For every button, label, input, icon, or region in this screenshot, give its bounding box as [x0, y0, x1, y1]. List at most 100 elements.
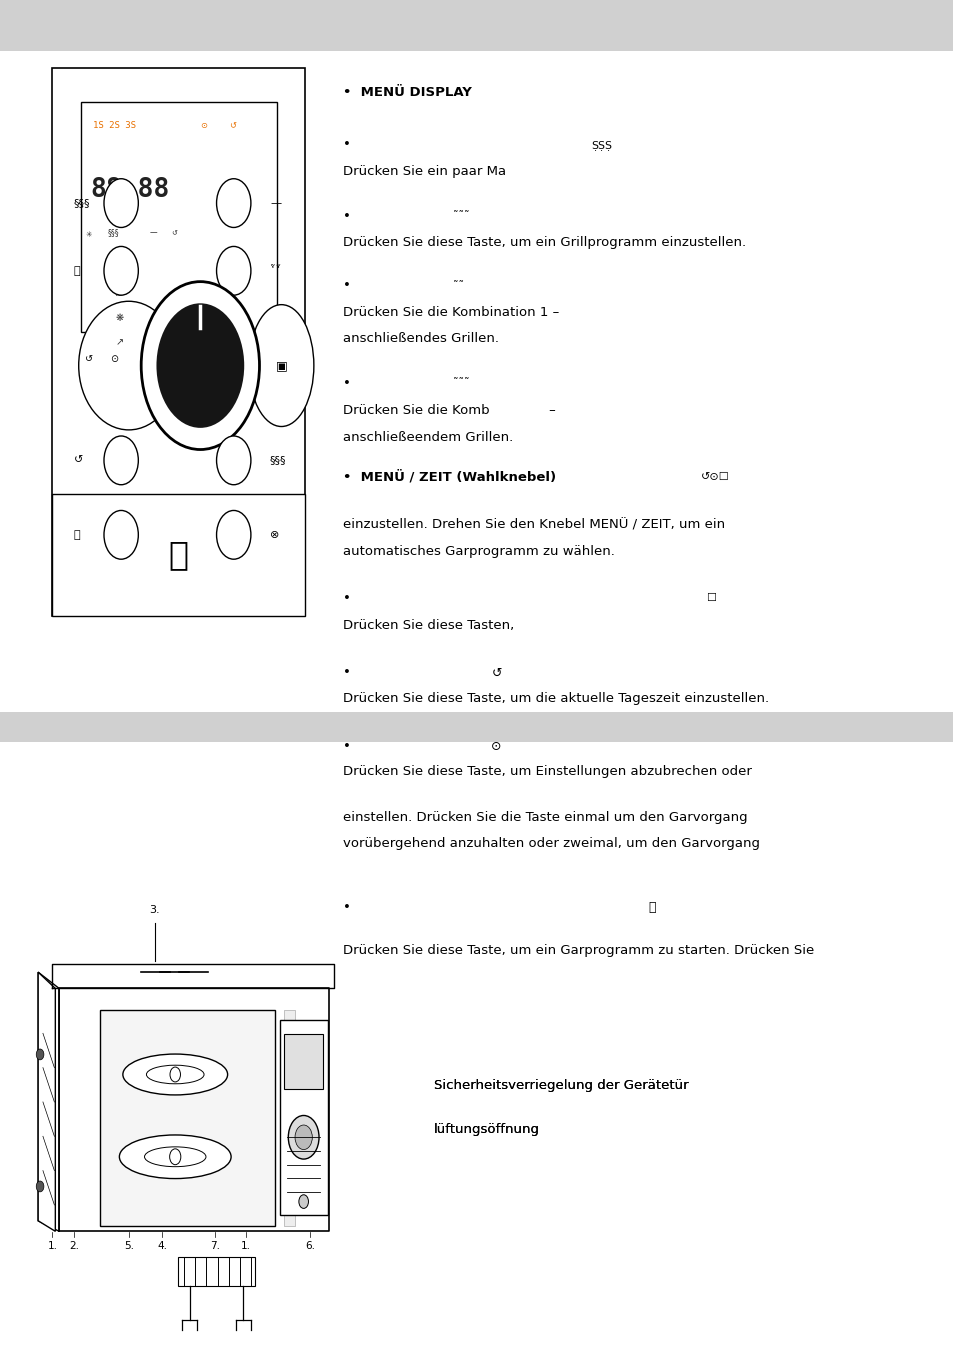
- Ellipse shape: [144, 1147, 206, 1167]
- Text: ˜˜˜: ˜˜˜: [453, 211, 469, 222]
- Text: einzustellen. Drehen Sie den Knebel MENÜ / ZEIT, um ein: einzustellen. Drehen Sie den Knebel MENÜ…: [343, 519, 725, 532]
- Text: •: •: [343, 279, 351, 292]
- Text: anschließendes Grillen.: anschließendes Grillen.: [343, 332, 499, 345]
- Text: •: •: [343, 739, 351, 753]
- Text: Sicherheitsverriegelung der Gerätetür: Sicherheitsverriegelung der Gerätetür: [434, 1079, 688, 1093]
- FancyBboxPatch shape: [52, 494, 305, 616]
- Circle shape: [104, 246, 138, 295]
- Text: Drücken Sie ein paar Ma: Drücken Sie ein paar Ma: [343, 165, 506, 179]
- Circle shape: [170, 1148, 181, 1164]
- Text: 5.: 5.: [124, 1240, 133, 1251]
- FancyBboxPatch shape: [100, 1010, 274, 1227]
- Text: ⏻: ⏻: [73, 529, 80, 540]
- Circle shape: [36, 1049, 44, 1060]
- Text: Drücken Sie diese Taste, um ein Grillprogramm einzustellen.: Drücken Sie diese Taste, um ein Grillpro…: [343, 236, 746, 249]
- Text: •  MENÜ / ZEIT (Wahlknebel): • MENÜ / ZEIT (Wahlknebel): [343, 470, 556, 483]
- Text: ˜˜˜: ˜˜˜: [453, 378, 469, 389]
- Text: 2.: 2.: [70, 1240, 79, 1251]
- Text: ṢṢṢ: ṢṢṢ: [591, 139, 612, 150]
- Circle shape: [156, 303, 244, 428]
- Text: ↺: ↺: [73, 455, 83, 466]
- Text: —: —: [150, 229, 157, 237]
- Text: Drücken Sie die Kombination 1 –: Drücken Sie die Kombination 1 –: [343, 306, 559, 320]
- FancyBboxPatch shape: [0, 0, 953, 51]
- FancyBboxPatch shape: [52, 68, 305, 616]
- Polygon shape: [38, 972, 55, 1231]
- Text: ≋: ≋: [115, 288, 123, 299]
- Text: ♨: ♨: [119, 261, 129, 272]
- Ellipse shape: [249, 305, 314, 427]
- FancyBboxPatch shape: [284, 1034, 322, 1089]
- Text: ↺⊙☐: ↺⊙☐: [700, 471, 729, 482]
- Text: lüftungsöffnung: lüftungsöffnung: [434, 1122, 539, 1136]
- Ellipse shape: [146, 1066, 204, 1083]
- Circle shape: [170, 1067, 180, 1082]
- Text: —: —: [270, 198, 281, 209]
- Text: §§§: §§§: [73, 198, 90, 209]
- Text: Drücken Sie die Komb              –: Drücken Sie die Komb –: [343, 403, 556, 417]
- Text: 7.: 7.: [210, 1240, 219, 1251]
- Text: 🤚: 🤚: [169, 539, 189, 571]
- Text: ↗: ↗: [225, 337, 233, 348]
- Text: ῟῟: ῟῟: [270, 265, 281, 276]
- Text: 3.: 3.: [149, 904, 160, 915]
- Text: ↺: ↺: [85, 353, 92, 364]
- Text: •: •: [343, 900, 351, 914]
- Text: ❋: ❋: [115, 313, 123, 324]
- Text: automatisches Garprogramm zu wählen.: automatisches Garprogramm zu wählen.: [343, 544, 615, 558]
- Text: •: •: [343, 376, 351, 390]
- Circle shape: [288, 1116, 318, 1159]
- Circle shape: [298, 1194, 308, 1208]
- Text: ☐: ☐: [705, 593, 715, 604]
- Text: •: •: [343, 210, 351, 223]
- Text: 1S 2S 3S: 1S 2S 3S: [92, 122, 135, 130]
- Text: lüftungsöffnung: lüftungsöffnung: [434, 1122, 539, 1136]
- Text: g: g: [235, 191, 242, 202]
- Ellipse shape: [119, 1135, 231, 1178]
- Circle shape: [104, 436, 138, 485]
- Ellipse shape: [78, 302, 179, 429]
- Text: ❋: ❋: [225, 313, 233, 324]
- FancyBboxPatch shape: [279, 1021, 327, 1216]
- Text: §§: §§: [224, 288, 233, 299]
- Text: ↺: ↺: [491, 666, 501, 680]
- Text: •: •: [343, 666, 351, 680]
- FancyBboxPatch shape: [0, 712, 953, 742]
- Text: ˜˜: ˜˜: [453, 280, 464, 291]
- Text: vorübergehend anzuhalten oder zweimal, um den Garvorgang: vorübergehend anzuhalten oder zweimal, u…: [343, 837, 760, 850]
- Text: 1.: 1.: [48, 1240, 57, 1251]
- Text: Drücken Sie diese Taste, um ein Garprogramm zu starten. Drücken Sie: Drücken Sie diese Taste, um ein Garprogr…: [343, 944, 814, 957]
- Text: ▣: ▣: [275, 359, 287, 372]
- Circle shape: [216, 510, 251, 559]
- Circle shape: [36, 1181, 44, 1192]
- Text: ⊙: ⊙: [111, 353, 118, 364]
- Text: 6.: 6.: [305, 1240, 314, 1251]
- Text: ✳: ✳: [86, 230, 92, 238]
- Text: ○: ○: [225, 261, 233, 272]
- Text: ↺: ↺: [172, 230, 177, 236]
- Text: einstellen. Drücken Sie die Taste einmal um den Garvorgang: einstellen. Drücken Sie die Taste einmal…: [343, 811, 747, 825]
- Circle shape: [104, 510, 138, 559]
- Text: Drücken Sie diese Taste, um Einstellungen abzubrechen oder: Drücken Sie diese Taste, um Einstellunge…: [343, 765, 752, 779]
- FancyBboxPatch shape: [284, 1010, 295, 1227]
- Text: Drücken Sie diese Taste, um die aktuelle Tageszeit einzustellen.: Drücken Sie diese Taste, um die aktuelle…: [343, 692, 769, 705]
- Circle shape: [294, 1125, 312, 1150]
- Text: ⊗: ⊗: [270, 529, 279, 540]
- Circle shape: [216, 436, 251, 485]
- Circle shape: [141, 282, 259, 450]
- Circle shape: [104, 179, 138, 227]
- Ellipse shape: [123, 1053, 228, 1095]
- Text: anschließeendem Grillen.: anschließeendem Grillen.: [343, 431, 513, 444]
- Text: Sicherheitsverriegelung der Gerätetür: Sicherheitsverriegelung der Gerätetür: [434, 1079, 688, 1093]
- Text: 4.: 4.: [157, 1240, 167, 1251]
- Text: Drücken Sie diese Tasten,: Drücken Sie diese Tasten,: [343, 619, 515, 632]
- FancyBboxPatch shape: [178, 1257, 254, 1286]
- FancyBboxPatch shape: [81, 102, 276, 332]
- Text: 🖨: 🖨: [73, 265, 80, 276]
- Text: §§§: §§§: [270, 455, 286, 466]
- Text: •: •: [343, 592, 351, 605]
- Text: ⊙: ⊙: [200, 122, 207, 130]
- Circle shape: [216, 246, 251, 295]
- Circle shape: [216, 179, 251, 227]
- Text: •  MENÜ DISPLAY: • MENÜ DISPLAY: [343, 85, 472, 99]
